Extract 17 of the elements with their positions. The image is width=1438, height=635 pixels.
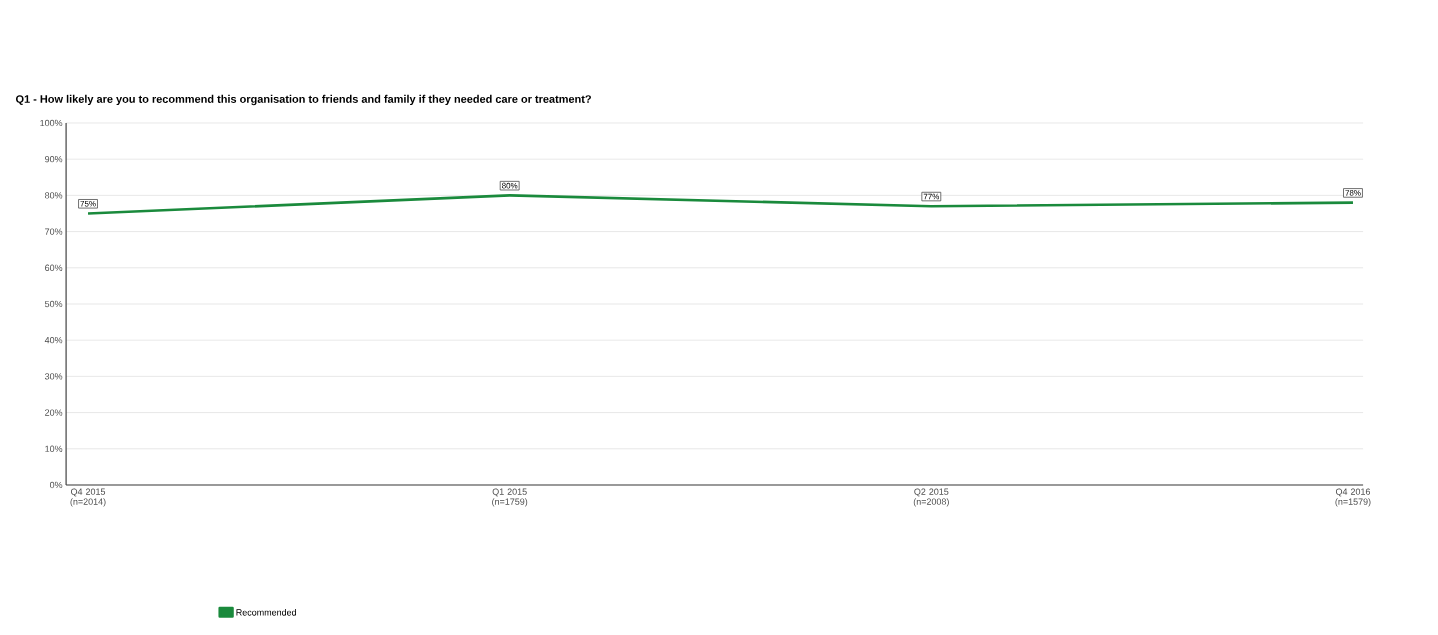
x-tick-label: Q4 2015 (n=2014) xyxy=(70,488,106,507)
y-tick-label: 80% xyxy=(45,192,63,199)
y-tick-label: 0% xyxy=(49,481,63,489)
x-tick-label: Q1 2015 (n=1759) xyxy=(492,488,528,507)
y-tick-label: 50% xyxy=(44,300,63,308)
y-tick-label: 30% xyxy=(44,373,63,380)
x-tick-label: Q4 2016 (n=1579) xyxy=(1335,488,1371,507)
legend-label: Recommended xyxy=(236,609,296,616)
y-tick-label: 20% xyxy=(45,409,63,416)
y-tick-label: 90% xyxy=(45,156,63,163)
chart-title: Q1 - How likely are you to recommend this organisation to friends and family if they needed care or treatment? xyxy=(15,94,591,106)
y-tick-label: 10% xyxy=(45,445,63,452)
y-tick-label: 70% xyxy=(45,228,63,235)
y-tick-label: 100% xyxy=(40,119,63,127)
x-tick-label: Q2 2015 (n=2008) xyxy=(913,488,949,507)
y-tick-label: 40% xyxy=(44,337,63,344)
y-tick-label: 60% xyxy=(45,264,63,271)
